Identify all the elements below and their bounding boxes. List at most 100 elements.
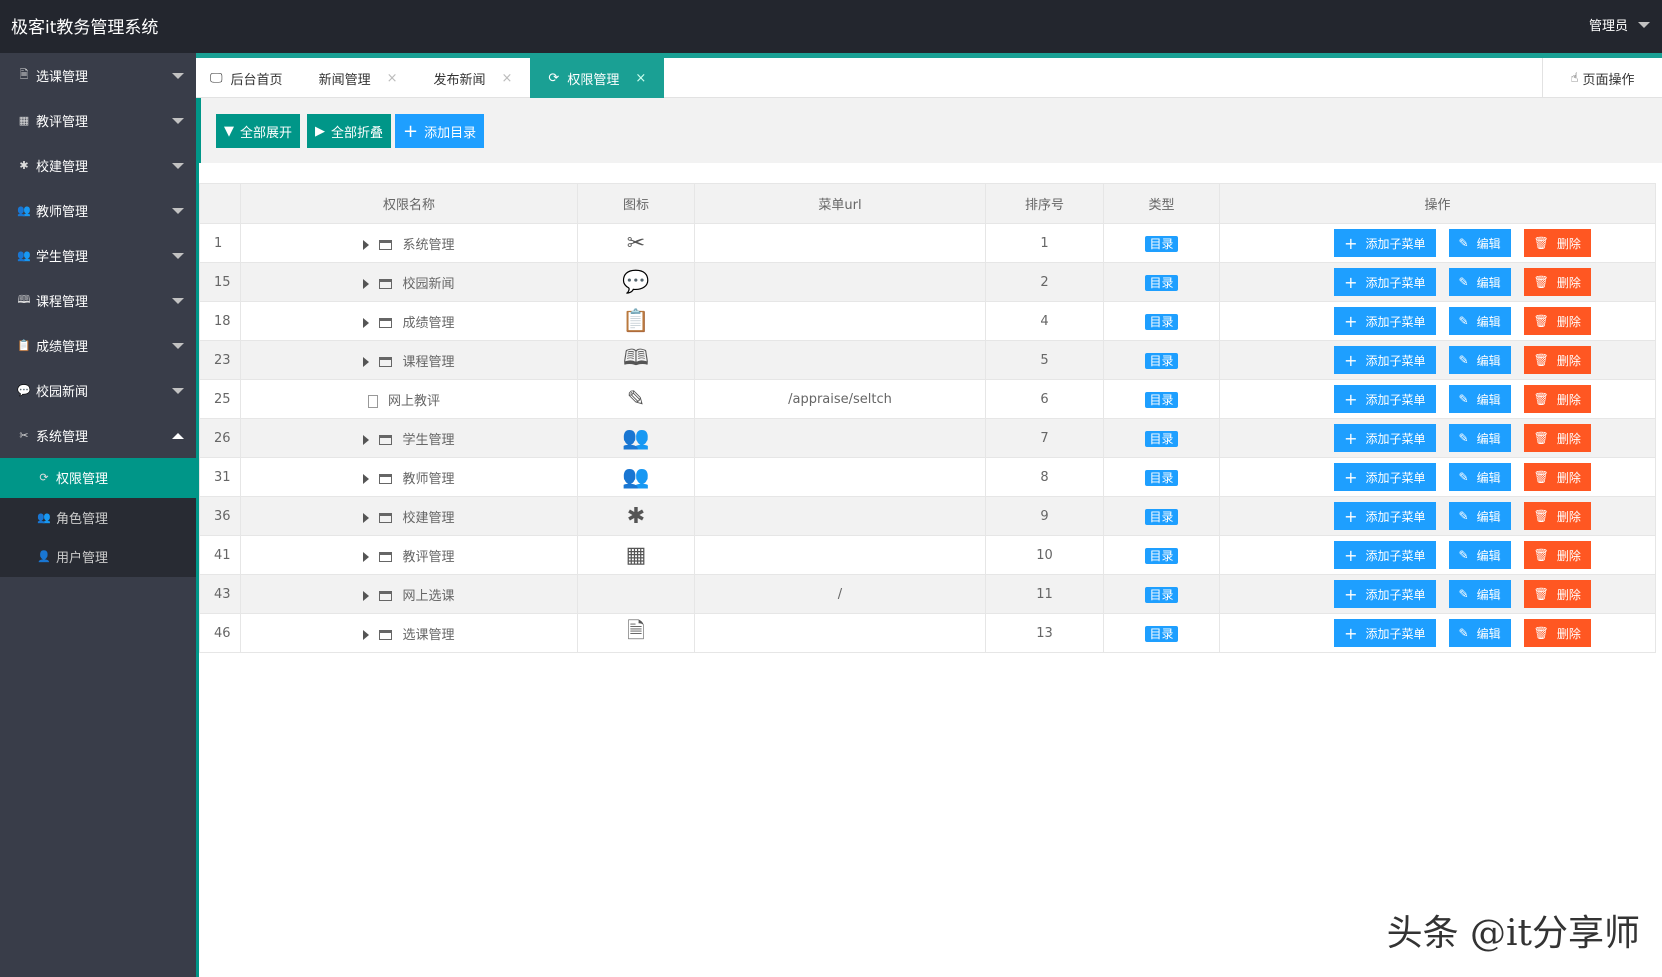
sidebar-item[interactable]: 📋 成绩管理 xyxy=(0,323,196,368)
delete-button[interactable]: 🗑 删除 xyxy=(1523,619,1591,647)
sidebar-item[interactable]: 👥 学生管理 xyxy=(0,233,196,278)
expand-toggle-icon[interactable] xyxy=(363,591,370,601)
expand-toggle-icon[interactable] xyxy=(363,474,370,484)
close-icon[interactable]: × xyxy=(386,70,398,86)
sidebar-subitem[interactable]: 👥 角色管理 xyxy=(0,498,196,538)
edit-button[interactable]: ✎ 编辑 xyxy=(1448,346,1511,374)
sidebar-item[interactable]: ✱ 校建管理 xyxy=(0,143,196,188)
row-icon-cell: ✎ xyxy=(577,379,695,419)
add-submenu-button[interactable]: + 添加子菜单 xyxy=(1334,385,1436,413)
add-submenu-button[interactable]: + 添加子菜单 xyxy=(1334,502,1436,530)
close-icon[interactable]: × xyxy=(501,70,513,86)
delete-button[interactable]: 🗑 删除 xyxy=(1523,346,1591,374)
sidebar-item[interactable]: 💬 校园新闻 xyxy=(0,368,196,413)
edit-button[interactable]: ✎ 编辑 xyxy=(1448,463,1511,491)
expand-toggle-icon[interactable] xyxy=(363,240,370,250)
chevron-down-icon xyxy=(172,73,184,79)
edit-button[interactable]: ✎ 编辑 xyxy=(1448,502,1511,530)
sidebar-item[interactable]: ✂ 系统管理 xyxy=(0,413,196,458)
edit-button[interactable]: ✎ 编辑 xyxy=(1448,268,1511,296)
row-name: 成绩管理 xyxy=(402,315,455,331)
add-submenu-button[interactable]: + 添加子菜单 xyxy=(1334,229,1436,257)
add-submenu-button[interactable]: + 添加子菜单 xyxy=(1334,268,1436,296)
row-id: 31 xyxy=(199,457,241,497)
edit-button[interactable]: ✎ 编辑 xyxy=(1448,385,1511,413)
row-actions: + 添加子菜单 ✎ 编辑 🗑 删除 xyxy=(1219,262,1656,302)
chevron-down-icon xyxy=(1638,21,1650,28)
tab-icon: ⟳ xyxy=(548,70,560,86)
edit-button[interactable]: ✎ 编辑 xyxy=(1448,580,1511,608)
sidebar-item[interactable]: 🕮 课程管理 xyxy=(0,278,196,323)
sidebar-item[interactable]: 👥 教师管理 xyxy=(0,188,196,233)
row-name: 系统管理 xyxy=(402,237,455,253)
folder-icon xyxy=(379,474,393,484)
add-submenu-label: 添加子菜单 xyxy=(1365,587,1426,602)
add-submenu-label: 添加子菜单 xyxy=(1365,431,1426,446)
expand-toggle-icon[interactable] xyxy=(363,435,370,445)
expand-toggle-icon[interactable] xyxy=(363,357,370,367)
expand-toggle-icon[interactable] xyxy=(363,513,370,523)
add-submenu-button[interactable]: + 添加子菜单 xyxy=(1334,346,1436,374)
sidebar-subitem-label: 角色管理 xyxy=(56,511,109,527)
expand-toggle-icon[interactable] xyxy=(363,630,370,640)
tab[interactable]: 🖵 后台首页 xyxy=(196,58,301,98)
delete-button[interactable]: 🗑 删除 xyxy=(1523,385,1591,413)
chevron-down-icon xyxy=(172,388,184,394)
row-icon: 👥 xyxy=(622,425,650,451)
sidebar-subitem[interactable]: 👤 用户管理 xyxy=(0,537,196,577)
delete-button[interactable]: 🗑 删除 xyxy=(1523,307,1591,335)
user-menu[interactable]: 管理员 xyxy=(1589,15,1650,34)
sidebar-item[interactable]: 🗎 选课管理 xyxy=(0,53,196,98)
row-name-cell: 成绩管理 xyxy=(240,301,578,341)
pencil-icon: ✎ xyxy=(1458,314,1469,328)
add-submenu-label: 添加子菜单 xyxy=(1365,314,1426,329)
delete-button[interactable]: 🗑 删除 xyxy=(1523,424,1591,452)
delete-button[interactable]: 🗑 删除 xyxy=(1523,580,1591,608)
type-badge: 目录 xyxy=(1145,274,1178,291)
tab[interactable]: 新闻管理 × xyxy=(301,58,416,98)
expand-toggle-icon[interactable] xyxy=(363,279,370,289)
table-row: 15 校园新闻 💬 2 目录 + 添加子菜单 ✎ 编辑 🗑 删除 xyxy=(199,262,1656,302)
tab[interactable]: ⟳ 权限管理 × xyxy=(530,58,665,98)
menu-icon: 👤 xyxy=(37,550,51,564)
page-operations-button[interactable]: ☝ 页面操作 xyxy=(1542,58,1662,98)
add-directory-button[interactable]: + 添加目录 xyxy=(395,114,485,148)
add-submenu-label: 添加子菜单 xyxy=(1365,470,1426,485)
add-submenu-button[interactable]: + 添加子菜单 xyxy=(1334,463,1436,491)
tab-label: 新闻管理 xyxy=(318,72,371,88)
delete-label: 删除 xyxy=(1556,392,1581,407)
edit-button[interactable]: ✎ 编辑 xyxy=(1448,307,1511,335)
add-submenu-button[interactable]: + 添加子菜单 xyxy=(1334,307,1436,335)
type-badge: 目录 xyxy=(1145,547,1178,564)
sidebar-subitem[interactable]: ⟳ 权限管理 xyxy=(0,458,196,498)
delete-button[interactable]: 🗑 删除 xyxy=(1523,229,1591,257)
pencil-icon: ✎ xyxy=(1458,275,1469,289)
edit-button[interactable]: ✎ 编辑 xyxy=(1448,619,1511,647)
expand-toggle-icon[interactable] xyxy=(363,552,370,562)
collapse-all-button[interactable]: ▶ 全部折叠 xyxy=(307,114,392,148)
sidebar-item[interactable]: ▦ 教评管理 xyxy=(0,98,196,143)
trash-icon: 🗑 xyxy=(1533,314,1549,328)
close-icon[interactable]: × xyxy=(635,70,647,86)
add-submenu-button[interactable]: + 添加子菜单 xyxy=(1334,424,1436,452)
delete-button[interactable]: 🗑 删除 xyxy=(1523,463,1591,491)
row-url xyxy=(694,301,986,341)
edit-button[interactable]: ✎ 编辑 xyxy=(1448,541,1511,569)
delete-button[interactable]: 🗑 删除 xyxy=(1523,502,1591,530)
add-submenu-button[interactable]: + 添加子菜单 xyxy=(1334,619,1436,647)
expand-toggle-icon[interactable] xyxy=(363,318,370,328)
delete-label: 删除 xyxy=(1556,236,1581,251)
edit-button[interactable]: ✎ 编辑 xyxy=(1448,229,1511,257)
row-actions: + 添加子菜单 ✎ 编辑 🗑 删除 xyxy=(1219,535,1656,575)
row-icon-cell: 👥 xyxy=(577,457,695,497)
edit-button[interactable]: ✎ 编辑 xyxy=(1448,424,1511,452)
expand-all-button[interactable]: ▼ 全部展开 xyxy=(216,114,301,148)
type-badge: 目录 xyxy=(1145,469,1178,486)
table-row: 46 选课管理 🗎 13 目录 + 添加子菜单 ✎ 编辑 🗑 删除 xyxy=(199,613,1656,653)
tab[interactable]: 发布新闻 × xyxy=(415,58,530,98)
add-submenu-button[interactable]: + 添加子菜单 xyxy=(1334,580,1436,608)
add-submenu-button[interactable]: + 添加子菜单 xyxy=(1334,541,1436,569)
delete-button[interactable]: 🗑 删除 xyxy=(1523,268,1591,296)
delete-button[interactable]: 🗑 删除 xyxy=(1523,541,1591,569)
row-actions: + 添加子菜单 ✎ 编辑 🗑 删除 xyxy=(1219,301,1656,341)
